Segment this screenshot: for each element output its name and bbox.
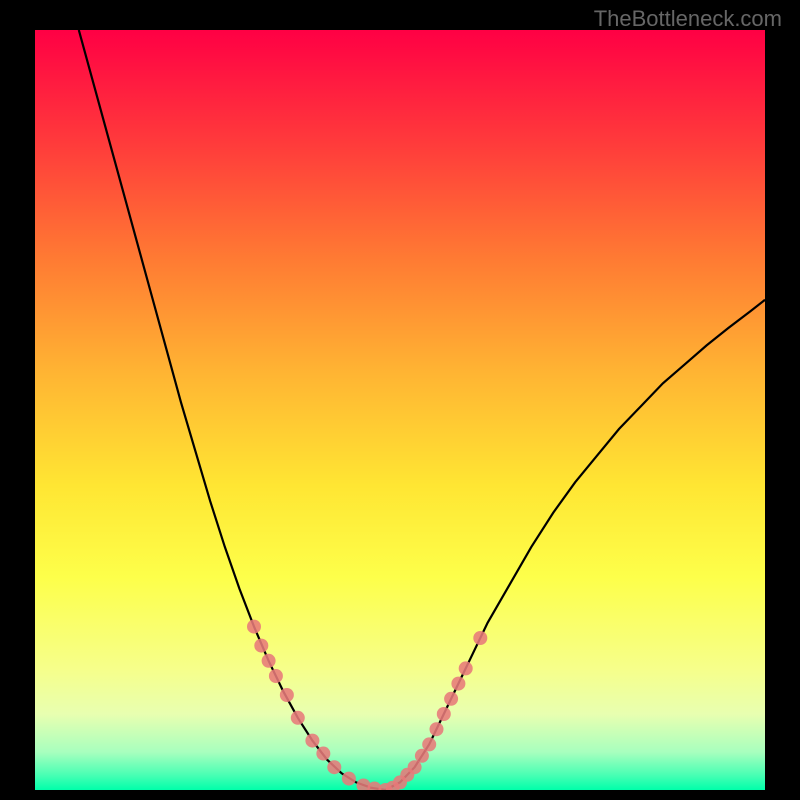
data-marker	[459, 661, 473, 675]
curve-left-curve	[79, 30, 386, 790]
data-marker	[254, 639, 268, 653]
watermark-text: TheBottleneck.com	[594, 6, 782, 32]
chart-svg	[35, 30, 765, 790]
plot-area	[35, 30, 765, 790]
data-marker	[247, 620, 261, 634]
data-marker	[430, 722, 444, 736]
data-marker	[262, 654, 276, 668]
data-marker	[327, 760, 341, 774]
data-marker	[451, 677, 465, 691]
data-marker	[422, 737, 436, 751]
data-marker	[473, 631, 487, 645]
data-marker	[305, 734, 319, 748]
data-marker	[269, 669, 283, 683]
data-marker	[444, 692, 458, 706]
data-marker	[316, 747, 330, 761]
data-marker	[280, 688, 294, 702]
data-marker	[291, 711, 305, 725]
data-marker	[437, 707, 451, 721]
data-marker	[342, 772, 356, 786]
